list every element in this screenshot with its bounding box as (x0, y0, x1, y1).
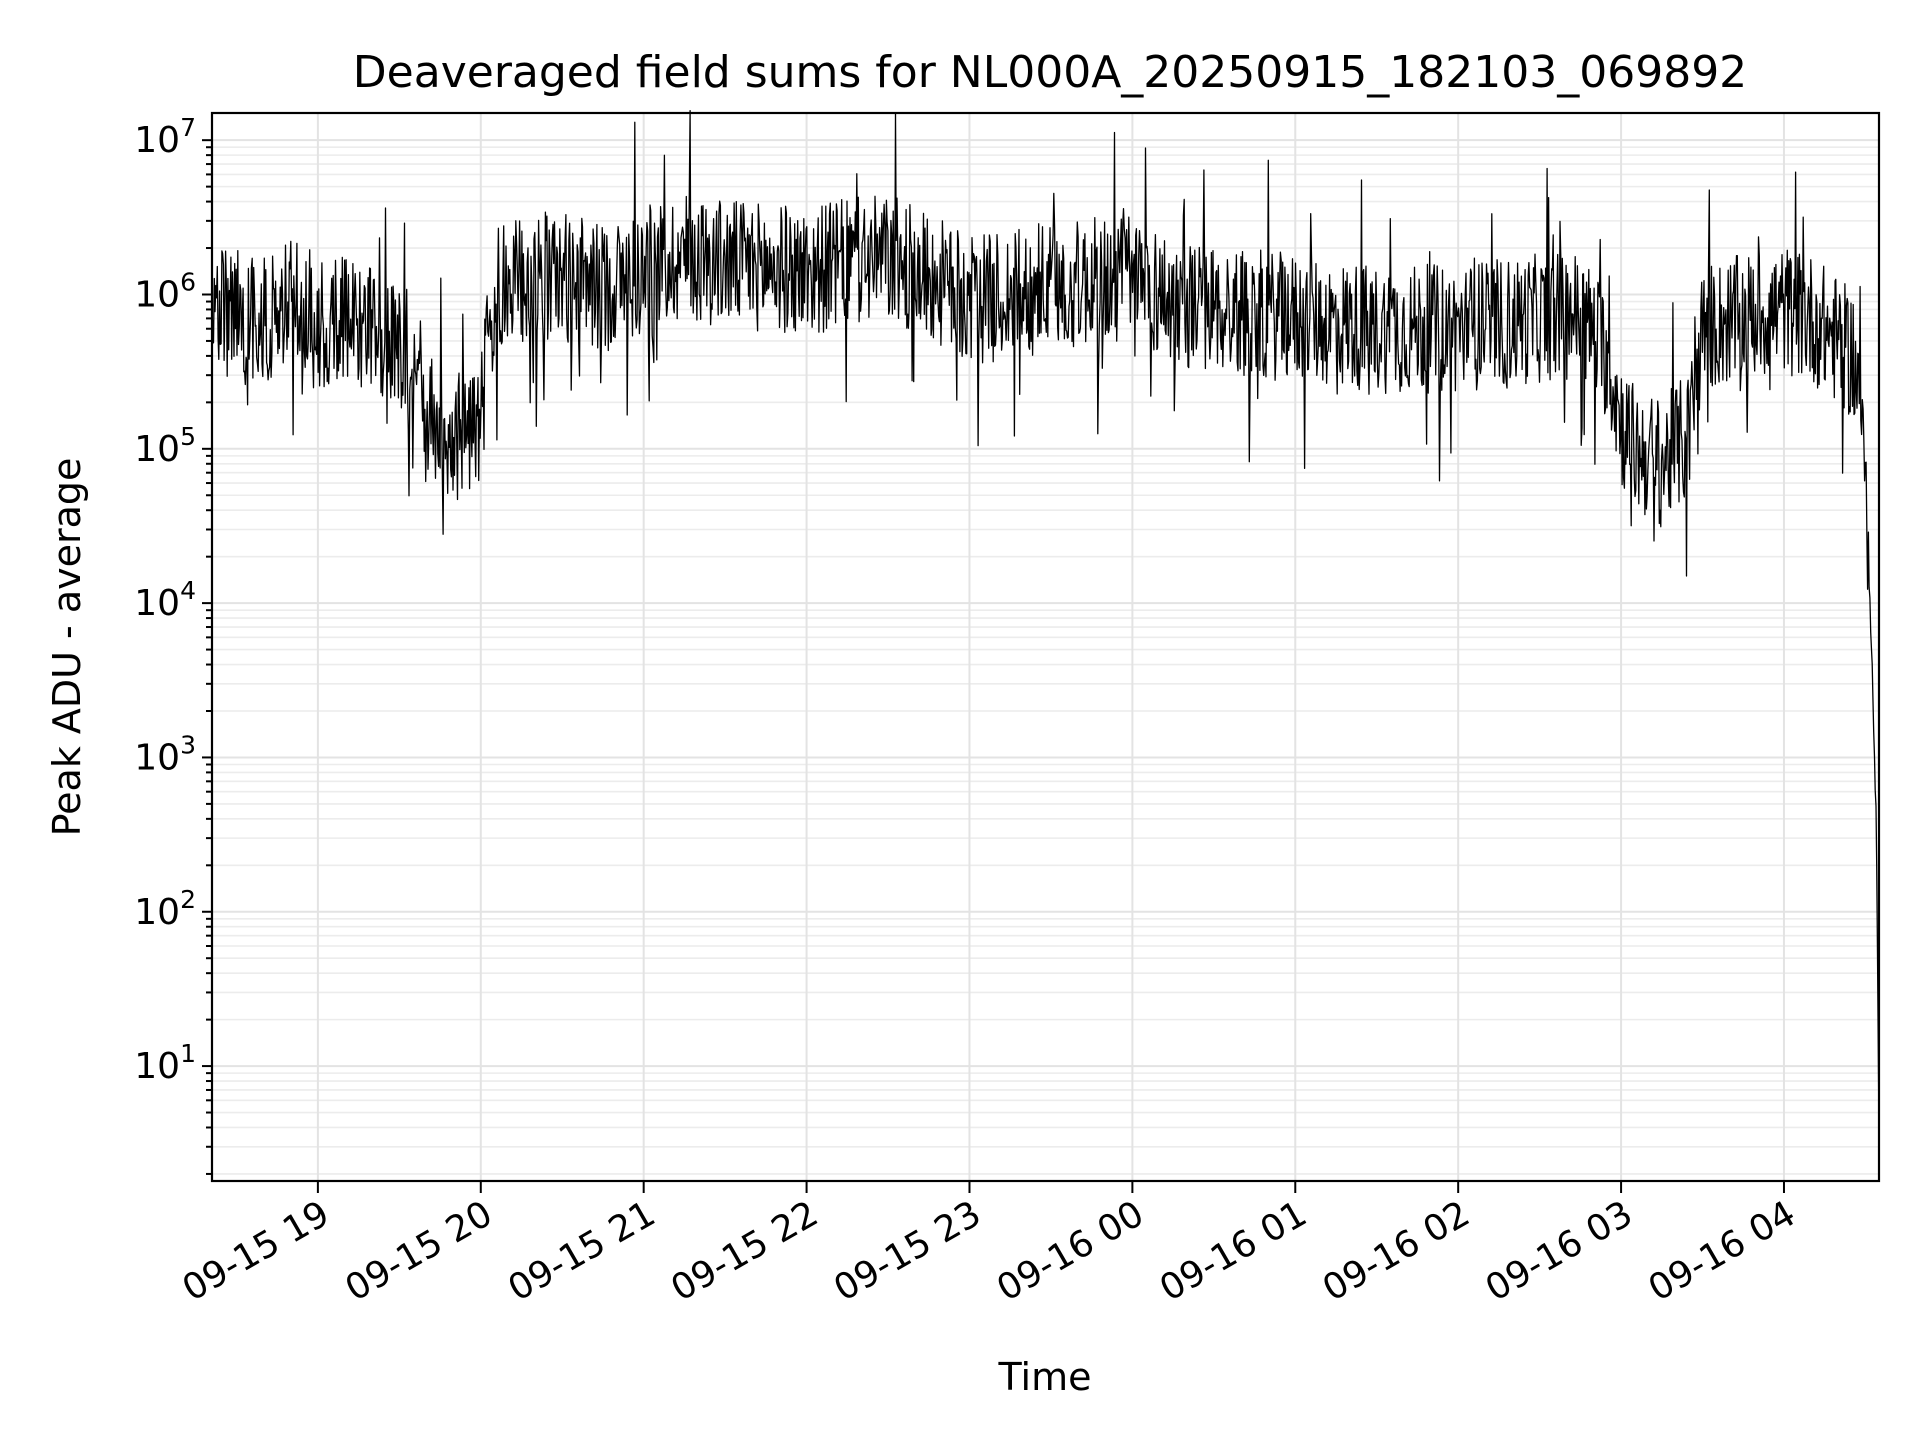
y-tick-label: 101 (134, 1039, 196, 1087)
chart-title: Deaveraged field sums for NL000A_2025091… (353, 47, 1747, 98)
plot-frame (210, 111, 1881, 1183)
series-line (211, 110, 1880, 1131)
y-axis-label: Peak ADU - average (45, 458, 89, 837)
series-layer (211, 110, 1880, 1131)
y-tick-label: 107 (134, 113, 196, 161)
y-axis: 101 102 103 104 105 106 107 (134, 113, 212, 1175)
grid (212, 113, 1879, 1181)
y-tick-label: 102 (134, 885, 196, 933)
y-tick-label: 103 (134, 730, 196, 778)
y-tick-label: 106 (134, 267, 196, 315)
y-tick-label: 104 (134, 576, 196, 624)
x-axis-label: Time (998, 1355, 1092, 1399)
y-tick-label: 105 (134, 422, 196, 470)
